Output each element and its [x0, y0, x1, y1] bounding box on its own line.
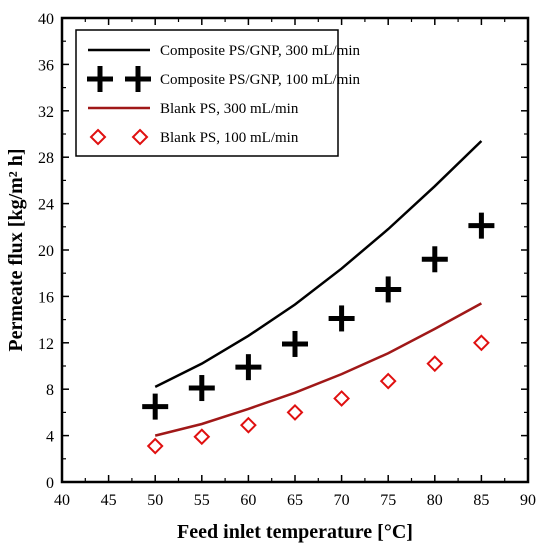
y-tick-label: 16	[38, 289, 54, 306]
x-tick-label: 85	[473, 492, 489, 509]
x-tick-label: 55	[194, 492, 210, 509]
y-tick-label: 28	[38, 150, 54, 167]
series-line	[154, 302, 483, 437]
legend-swatch	[89, 128, 107, 146]
data-point	[282, 330, 308, 357]
x-tick-label: 45	[101, 492, 117, 509]
legend-label: Blank PS, 100 mL/min	[160, 130, 299, 146]
legend-swatch	[131, 128, 149, 146]
data-point	[328, 305, 355, 332]
data-point	[239, 416, 257, 434]
axis-ticks: 40 45 50 55 60 65 70 75 80 85 90 0 4 8 12 16 20 24 28 32 36 4…	[38, 11, 536, 509]
y-tick-label: 12	[38, 336, 54, 353]
series-4	[146, 334, 490, 455]
x-tick-label: 75	[380, 492, 396, 509]
y-tick-label: 0	[46, 475, 54, 492]
y-tick-label: 40	[38, 11, 54, 28]
data-point	[426, 355, 444, 373]
x-tick-label: 65	[287, 492, 303, 509]
data-point	[379, 372, 397, 390]
legend-label: Blank PS, 300 mL/min	[160, 101, 299, 117]
data-point	[235, 354, 262, 381]
legend-item: Blank PS, 100 mL/min	[89, 128, 299, 146]
y-tick-label: 8	[46, 382, 54, 399]
data-point	[193, 428, 211, 446]
data-point	[333, 390, 351, 407]
x-tick-label: 50	[147, 492, 163, 509]
y-tick-label: 36	[38, 57, 54, 74]
data-point	[146, 437, 164, 455]
legend: Composite PS/GNP, 300 mL/min Composite PS…	[75, 29, 361, 157]
y-tick-label: 20	[38, 243, 54, 260]
data-point	[472, 334, 490, 352]
x-tick-label: 60	[240, 492, 256, 509]
legend-label: Composite PS/GNP, 100 mL/min	[160, 72, 361, 88]
data-point	[188, 375, 215, 402]
legend-item: Blank PS, 300 mL/min	[88, 101, 299, 117]
y-axis-title: Permeate flux [kg/m² h]	[5, 148, 27, 351]
x-axis-title: Feed inlet temperature [°C]	[177, 521, 413, 543]
x-tick-label: 40	[54, 492, 70, 509]
series-layer	[142, 140, 495, 455]
series-2	[142, 212, 495, 420]
legend-swatch	[125, 66, 151, 92]
data-point	[421, 246, 448, 273]
data-point	[286, 403, 304, 421]
legend-item: Composite PS/GNP, 300 mL/min	[88, 43, 361, 59]
series-1	[154, 140, 483, 388]
x-tick-label: 70	[334, 492, 350, 509]
data-point	[468, 212, 495, 239]
y-tick-label: 4	[46, 429, 54, 446]
legend-item: Composite PS/GNP, 100 mL/min	[87, 66, 361, 92]
data-point	[375, 276, 402, 303]
legend-swatch	[87, 66, 113, 92]
x-tick-label: 90	[520, 492, 536, 509]
series-line	[154, 140, 483, 388]
legend-label: Composite PS/GNP, 300 mL/min	[160, 43, 361, 59]
data-point	[142, 393, 169, 420]
y-tick-label: 32	[38, 104, 54, 121]
series-3	[154, 302, 483, 437]
x-tick-label: 80	[427, 492, 443, 509]
y-tick-label: 24	[38, 197, 54, 214]
